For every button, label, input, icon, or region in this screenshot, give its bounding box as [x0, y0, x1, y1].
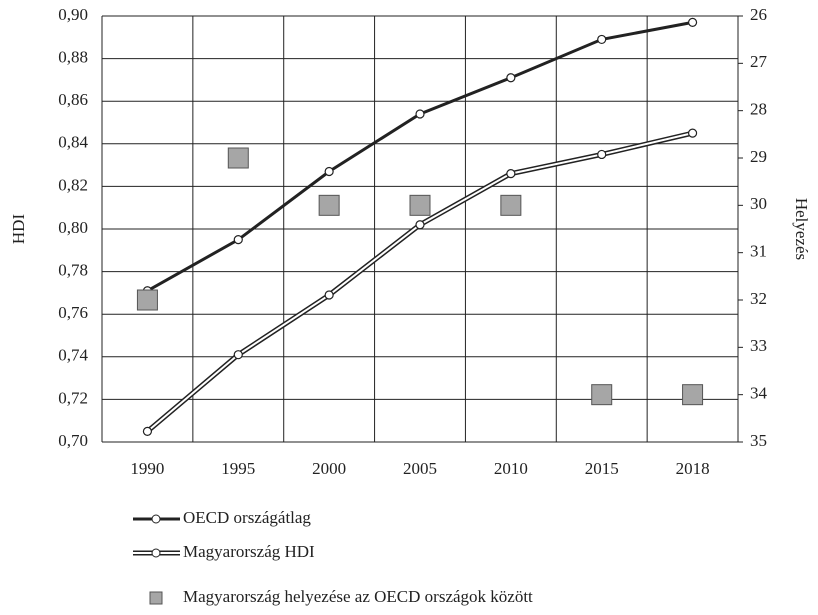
rank-marker [318, 194, 340, 216]
rank-marker [409, 194, 431, 216]
y-tick-label: 0,70 [58, 431, 88, 450]
y-axis-label: HDI [9, 214, 28, 245]
point [142, 426, 153, 436]
point [324, 166, 334, 177]
x-tick-label: 2005 [403, 459, 437, 478]
point [506, 73, 516, 83]
y-tick-label: 0,90 [58, 5, 88, 24]
y2-tick-label: 30 [750, 194, 767, 213]
rank-marker [136, 289, 158, 311]
y-tick-label: 0,72 [58, 388, 88, 407]
y2-tick-label: 28 [750, 100, 767, 119]
point [233, 235, 243, 245]
y2-tick-label: 29 [750, 147, 767, 166]
y-tick-label: 0,78 [58, 261, 88, 280]
rank-marker [500, 194, 522, 216]
legend-marker [151, 514, 161, 524]
rank-marker [591, 384, 613, 406]
x-tick-label: 2000 [312, 459, 346, 478]
y2-tick-label: 31 [750, 242, 767, 261]
y-tick-label: 0,80 [58, 218, 88, 237]
y2-tick-label: 35 [750, 431, 767, 450]
x-tick-label: 1995 [221, 459, 255, 478]
y-tick-label: 0,76 [58, 303, 88, 322]
point [597, 34, 607, 45]
point [415, 109, 425, 119]
y2-tick-label: 34 [750, 384, 768, 403]
y-tick-label: 0,88 [58, 48, 88, 67]
x-tick-label: 2018 [676, 459, 710, 478]
rank-marker [682, 384, 704, 406]
y2-tick-label: 32 [750, 289, 767, 308]
legend-marker [151, 548, 161, 558]
x-tick-label: 1990 [130, 459, 164, 478]
point [324, 290, 334, 300]
y2-axis-label: Helyezés [792, 198, 811, 260]
y2-tick-label: 33 [750, 336, 767, 355]
x-tick-label: 2015 [585, 459, 619, 478]
point [687, 128, 698, 138]
legend-label: Magyarország helyezése az OECD országok … [183, 587, 533, 606]
y-tick-label: 0,86 [58, 90, 88, 109]
legend-swatch [149, 591, 163, 605]
point [687, 17, 698, 27]
point [233, 350, 243, 360]
y2-tick-label: 26 [750, 5, 767, 24]
legend-label: OECD országátlag [183, 508, 311, 527]
rank-marker [227, 147, 249, 169]
point [506, 169, 516, 179]
y2-tick-label: 27 [750, 52, 768, 71]
x-tick-label: 2010 [494, 459, 528, 478]
point [597, 149, 607, 160]
point [415, 220, 425, 230]
legend-label: Magyarország HDI [183, 542, 315, 561]
y-tick-label: 0,84 [58, 133, 88, 152]
y-tick-label: 0,82 [58, 175, 88, 194]
y-tick-label: 0,74 [58, 346, 88, 365]
